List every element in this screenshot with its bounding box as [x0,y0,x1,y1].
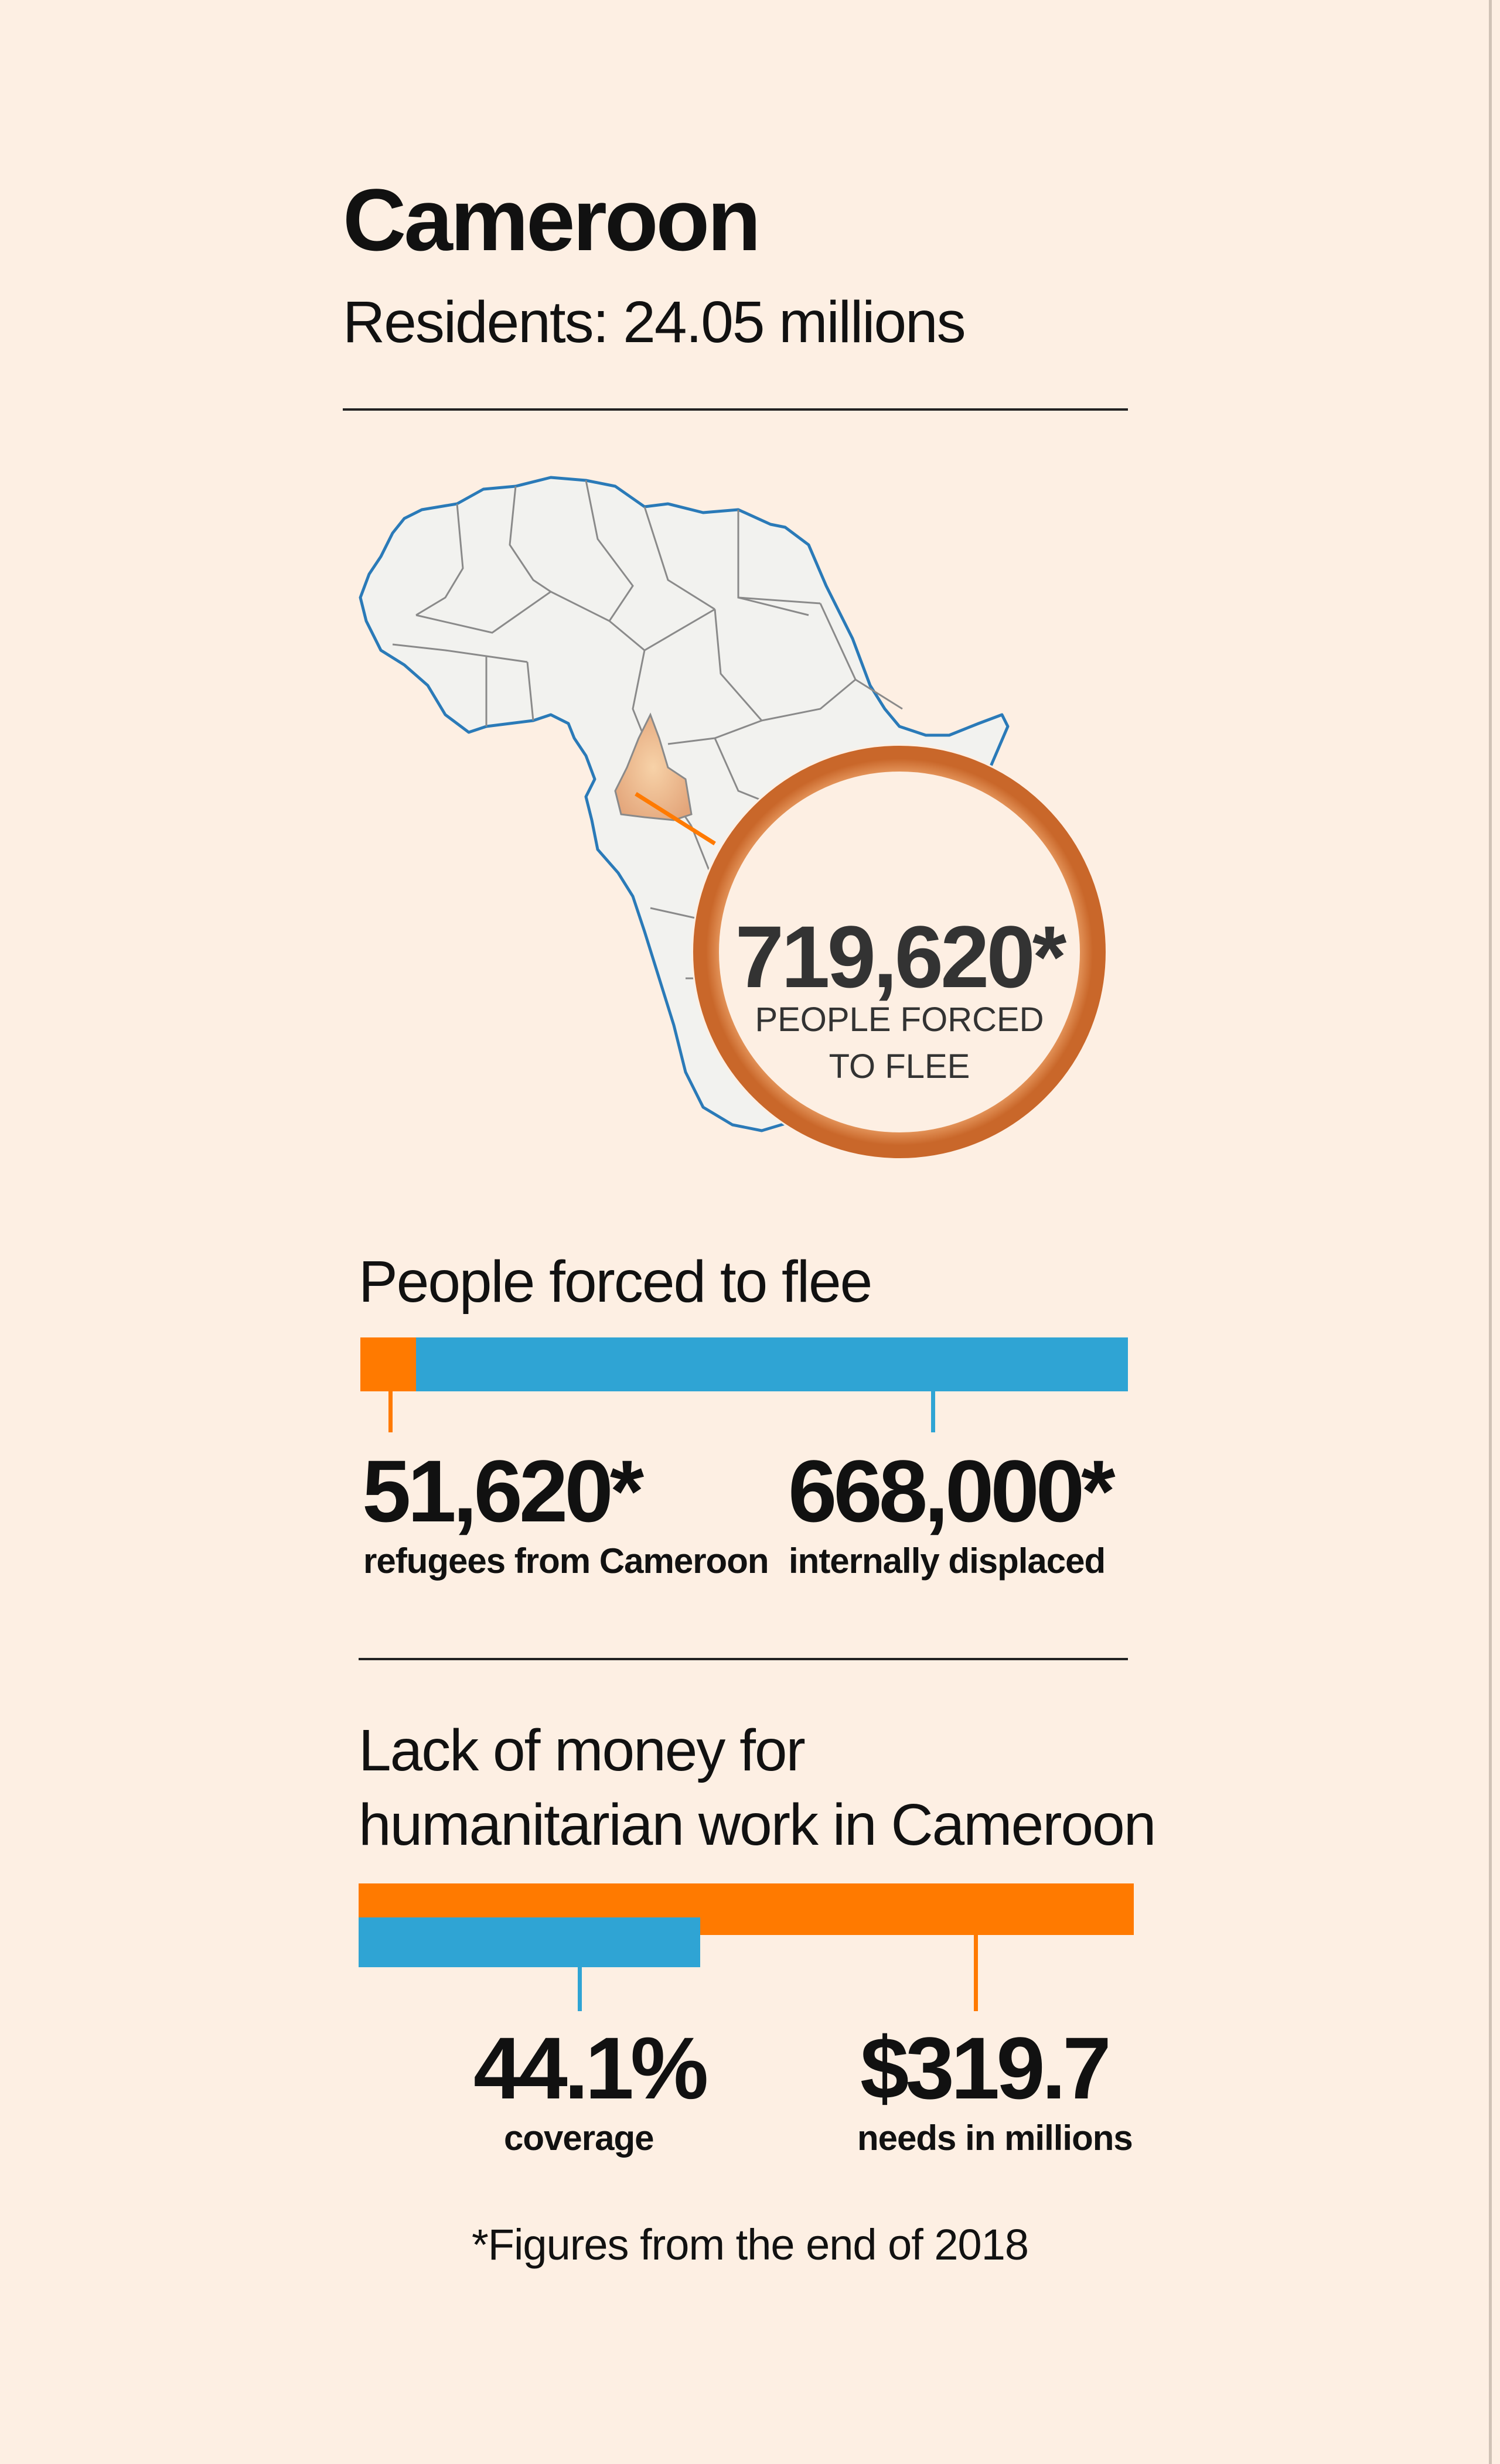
middle-divider [359,1658,1128,1660]
section2-title-line1: Lack of money for [359,1718,806,1783]
africa-map-svg: 719,620* PEOPLE FORCED TO FLEE [359,476,1107,1160]
bar-coverage [359,1917,701,1967]
tick-needs [974,1935,978,2011]
internally-displaced-label: internally displaced [789,1541,1106,1581]
refugees-label: refugees from Cameroon [363,1541,769,1581]
africa-map: 719,620* PEOPLE FORCED TO FLEE [340,463,1160,1201]
highlight-circle-fill [691,744,1107,1160]
page-title: Cameroon [343,170,761,269]
needs-label: needs in millions [857,2118,1133,2158]
footnote: *Figures from the end of 2018 [471,2220,1029,2269]
circle-value: 719,620* [735,907,1067,1006]
highlight-circle-ring [693,746,1106,1158]
refugees-value: 51,620* [362,1442,644,1540]
section1-title: People forced to flee [359,1249,872,1315]
tick-refugees [388,1391,393,1432]
circle-label-line2: TO FLEE [829,1047,970,1086]
tick-internally-displaced [931,1391,935,1432]
connector-line [635,792,716,845]
needs-value: $319.7 [860,2019,1112,2117]
bar-refugees [360,1337,416,1391]
top-divider [343,408,1128,411]
page-edge-line [1489,0,1492,2464]
circle-label-line1: PEOPLE FORCED [755,1001,1044,1039]
cameroon-highlight [614,712,693,821]
tick-coverage [578,1967,582,2011]
section2-title-line2: humanitarian work in Cameroon [359,1792,1156,1858]
internally-displaced-value: 668,000* [788,1442,1116,1540]
coverage-label: coverage [504,2118,654,2158]
bar-internally-displaced [416,1337,1128,1391]
residents-subtitle: Residents: 24.05 millions [343,289,966,355]
coverage-value: 44.1% [473,2019,708,2117]
